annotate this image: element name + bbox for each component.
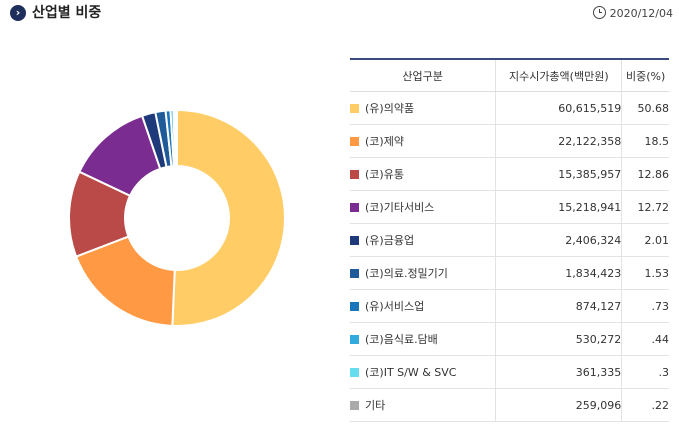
legend-swatch: [350, 203, 359, 212]
percent-cell: .73: [621, 289, 669, 323]
industry-cell: (코)IT S/W & SVC: [350, 355, 496, 389]
table-row: (코)음식료.담배 530,272.44: [350, 322, 669, 356]
market-cap-cell: 530,272: [495, 322, 622, 356]
industry-cell: 기타: [350, 388, 496, 422]
market-cap-cell: 15,218,941: [495, 190, 622, 224]
percent-cell: 2.01: [621, 223, 669, 257]
legend-swatch: [350, 170, 359, 179]
industry-label: (코)IT S/W & SVC: [365, 366, 457, 379]
industry-cell: (유)의약품: [350, 91, 496, 125]
donut-chart-svg: [68, 108, 286, 327]
table-body: (유)의약품 60,615,519 50.68 (코)제약 22,122,358 18.5…: [350, 91, 669, 422]
header-percent: 비중(%): [621, 58, 669, 92]
industry-label: (코)음식료.담배: [365, 333, 438, 346]
market-cap-cell: 15,385,957: [495, 157, 622, 191]
percent-cell: 12.72: [621, 190, 669, 224]
industry-cell: (코)유통: [350, 157, 496, 191]
chevron-right-icon: ›: [10, 5, 26, 21]
industry-label: (코)유통: [365, 168, 404, 181]
legend-swatch: [350, 104, 359, 113]
industry-label: (코)의료.정밀기기: [365, 267, 448, 280]
legend-swatch: [350, 137, 359, 146]
market-cap-cell: 60,615,519: [495, 91, 622, 125]
market-cap-cell: 22,122,358: [495, 124, 622, 158]
donut-chart: [0, 30, 350, 425]
legend-swatch: [350, 368, 359, 377]
industry-label: 기타: [365, 399, 386, 412]
table-header-row: 산업구분 지수시가총액(백만원) 비중(%): [350, 58, 669, 92]
header: › 산업별 비중 2020/12/04: [10, 4, 673, 24]
percent-cell: .3: [621, 355, 669, 389]
percent-cell: 18.5: [621, 124, 669, 158]
market-cap-cell: 259,096: [495, 388, 622, 422]
clock-icon: [592, 6, 606, 19]
percent-cell: .22: [621, 388, 669, 422]
table-row: (코)IT S/W & SVC 361,335.3: [350, 355, 669, 389]
legend-swatch: [350, 302, 359, 311]
header-industry: 산업구분: [350, 58, 496, 92]
industry-cell: (유)금융업: [350, 223, 496, 257]
industry-label: (유)금융업: [365, 234, 415, 247]
market-cap-cell: 2,406,324: [495, 223, 622, 257]
table-row: (코)기타서비스 15,218,941 12.72: [350, 190, 669, 224]
industry-label: (유)서비스업: [365, 300, 425, 313]
table-row: 기타 259,096.22: [350, 388, 669, 422]
percent-cell: 1.53: [621, 256, 669, 290]
industry-cell: (유)서비스업: [350, 289, 496, 323]
percent-cell: 12.86: [621, 157, 669, 191]
table-row: (코)유통 15,385,957 12.86: [350, 157, 669, 191]
percent-cell: .44: [621, 322, 669, 356]
date-display: 2020/12/04: [592, 6, 673, 21]
table-row: (유)의약품 60,615,519 50.68: [350, 91, 669, 125]
page-title: 산업별 비중: [32, 5, 102, 21]
table-row: (코)제약 22,122,358 18.5: [350, 124, 669, 158]
donut-slice[interactable]: [174, 108, 178, 168]
table-row: (유)금융업 2,406,324 2.01: [350, 223, 669, 257]
legend-swatch: [350, 335, 359, 344]
legend-swatch: [350, 236, 359, 245]
industry-label: (유)의약품: [365, 102, 415, 115]
market-cap-cell: 361,335: [495, 355, 622, 389]
date-text: 2020/12/04: [609, 7, 673, 20]
industry-cell: (코)의료.정밀기기: [350, 256, 496, 290]
industry-table: 산업구분 지수시가총액(백만원) 비중(%) (유)의약품 60,615,519 5…: [350, 58, 669, 422]
industry-label: (코)기타서비스: [365, 201, 435, 214]
legend-swatch: [350, 269, 359, 278]
industry-cell: (코)기타서비스: [350, 190, 496, 224]
market-cap-cell: 1,834,423: [495, 256, 622, 290]
percent-cell: 50.68: [621, 91, 669, 125]
market-cap-cell: 874,127: [495, 289, 622, 323]
legend-swatch: [350, 401, 359, 410]
table-row: (유)서비스업 874,127.73: [350, 289, 669, 323]
donut-slice[interactable]: [171, 108, 286, 327]
industry-label: (코)제약: [365, 135, 404, 148]
industry-cell: (코)제약: [350, 124, 496, 158]
table-row: (코)의료.정밀기기 1,834,423 1.53: [350, 256, 669, 290]
header-market-cap: 지수시가총액(백만원): [495, 58, 622, 92]
industry-cell: (코)음식료.담배: [350, 322, 496, 356]
